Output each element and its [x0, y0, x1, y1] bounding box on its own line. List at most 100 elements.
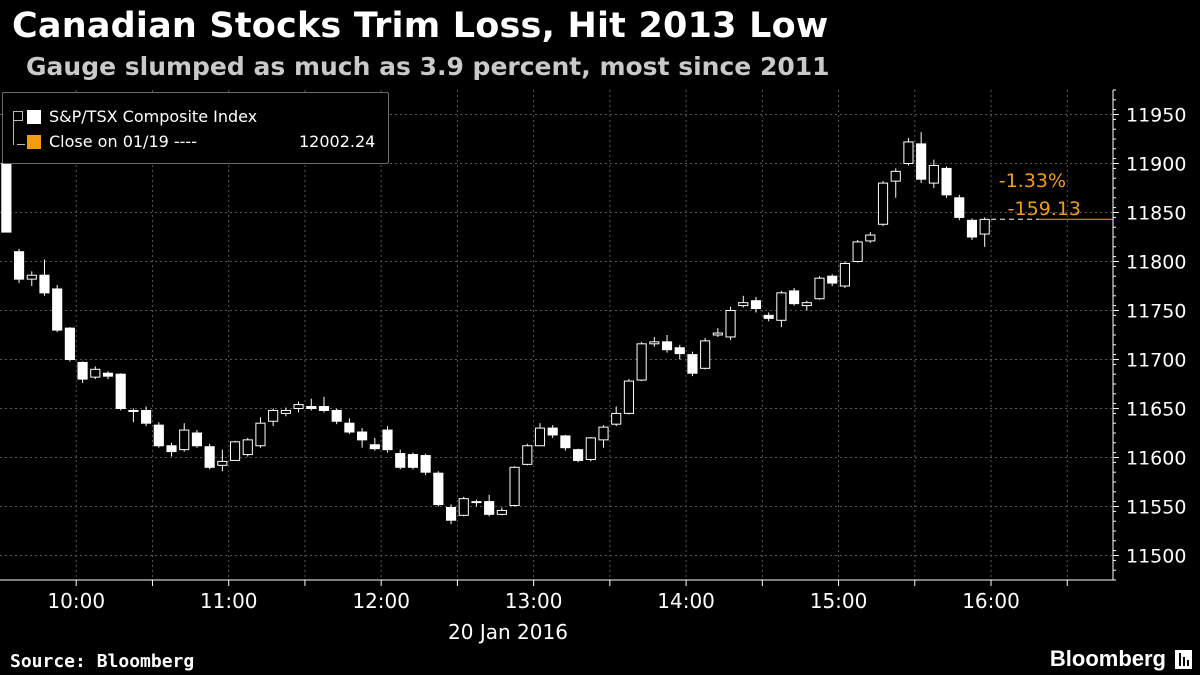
x-tick-label-4: 14:00 — [657, 589, 715, 613]
candle-57 — [725, 306, 736, 340]
candle-48 — [611, 406, 622, 427]
y-tick-label-5: 11750 — [1126, 301, 1186, 323]
candle-52 — [661, 335, 673, 353]
series-swatch-icon — [27, 110, 41, 124]
candle-body-up — [814, 277, 825, 300]
y-tick-label-4: 11700 — [1126, 350, 1186, 372]
candle-body-up — [928, 164, 939, 184]
candle-73 — [928, 159, 939, 188]
candle-75 — [954, 194, 965, 221]
candle-body-down — [954, 197, 965, 218]
candle-30 — [382, 426, 393, 453]
x-tick-label-5: 15:00 — [810, 589, 868, 613]
grid-lines — [0, 90, 1113, 580]
candle-body-up — [179, 429, 190, 451]
legend-series-label: S&P/TSX Composite Index — [49, 107, 258, 126]
candle-body-up — [852, 241, 863, 262]
candle-25 — [318, 396, 330, 413]
candle-body-up — [496, 509, 507, 515]
candle-body-up — [801, 302, 812, 307]
candle-68 — [865, 232, 876, 243]
x-tick-label-1: 11:00 — [200, 589, 258, 613]
candle-body-down — [204, 446, 215, 468]
candle-body-down — [13, 251, 25, 280]
candle-40 — [509, 466, 520, 507]
candle-body-down — [357, 431, 368, 441]
candle-12 — [153, 422, 164, 448]
candle-body-down — [52, 288, 63, 331]
candle-7 — [90, 366, 101, 380]
candle-1 — [13, 248, 25, 284]
chart-title: Canadian Stocks Trim Loss, Hit 2013 Low — [12, 6, 829, 46]
candle-body-up — [738, 302, 749, 307]
candle-body-down — [395, 453, 406, 468]
collapse-icon[interactable] — [13, 111, 23, 121]
candle-55 — [700, 337, 711, 370]
candle-9 — [115, 373, 126, 411]
y-tick-label-0: 11500 — [1126, 546, 1186, 568]
candle-body-down — [445, 506, 457, 521]
candle-32 — [407, 452, 419, 470]
candle-body-down — [573, 449, 584, 461]
candle-body-down — [407, 454, 419, 468]
candle-43 — [547, 425, 558, 438]
candle-56 — [712, 328, 723, 337]
date-label: 20 Jan 2016 — [448, 620, 568, 644]
candle-body-down — [674, 347, 685, 355]
pct-change-label: -1.33% — [999, 170, 1066, 192]
y-tick-label-2: 11600 — [1126, 448, 1186, 470]
candle-49 — [623, 379, 634, 415]
candle-body-up — [471, 501, 482, 504]
y-tick-label-7: 11850 — [1126, 203, 1186, 225]
candle-51 — [649, 336, 660, 347]
candle-21 — [268, 408, 279, 427]
candle-body-up — [877, 182, 889, 225]
candle-46 — [585, 436, 596, 462]
candle-body-down — [750, 300, 762, 310]
candle-62 — [789, 287, 800, 306]
x-tick-label-6: 16:00 — [962, 589, 1020, 613]
bloomberg-mark-icon — [1175, 650, 1192, 669]
candle-14 — [179, 423, 190, 452]
candle-body-up — [255, 422, 266, 447]
candle-body-up — [229, 441, 241, 461]
y-tick-label-3: 11650 — [1126, 399, 1186, 421]
candle-58 — [738, 295, 749, 308]
candle-body-down — [484, 501, 495, 515]
candle-body-up — [268, 409, 279, 422]
candle-body-down — [166, 445, 177, 453]
candle-35 — [445, 504, 457, 525]
candle-body-down — [763, 314, 774, 319]
candle-body-up — [26, 274, 37, 280]
candle-body-down — [306, 406, 317, 410]
candle-66 — [839, 261, 850, 288]
candle-70 — [890, 168, 901, 198]
candle-54 — [687, 351, 698, 377]
candle-body-up — [585, 437, 596, 460]
candle-74 — [941, 166, 952, 198]
candle-38 — [484, 494, 495, 517]
candle-body-up — [903, 141, 914, 165]
candle-17 — [217, 449, 228, 472]
candle-16 — [204, 443, 215, 470]
candle-body-down — [433, 472, 444, 506]
candle-body-up — [534, 427, 546, 447]
candle-body-up — [865, 234, 876, 242]
candle-body-up — [839, 262, 850, 287]
candle-5 — [64, 327, 75, 362]
candle-77 — [979, 217, 990, 247]
candle-body-down — [331, 409, 342, 422]
candle-body-up — [458, 498, 469, 516]
candle-body-down — [344, 422, 355, 433]
y-tick-label-9: 11950 — [1126, 105, 1186, 127]
legend-tree-branch — [17, 144, 25, 145]
candle-body-up — [636, 343, 647, 381]
chart-subtitle: Gauge slumped as much as 3.9 percent, mo… — [26, 52, 830, 81]
candle-body-down — [39, 274, 50, 294]
candle-45 — [573, 448, 584, 463]
candle-body-up — [611, 412, 622, 425]
candle-body-up — [776, 292, 787, 321]
candle-11 — [141, 406, 152, 427]
candle-42 — [534, 423, 546, 447]
source-note: Source: Bloomberg — [10, 651, 195, 672]
